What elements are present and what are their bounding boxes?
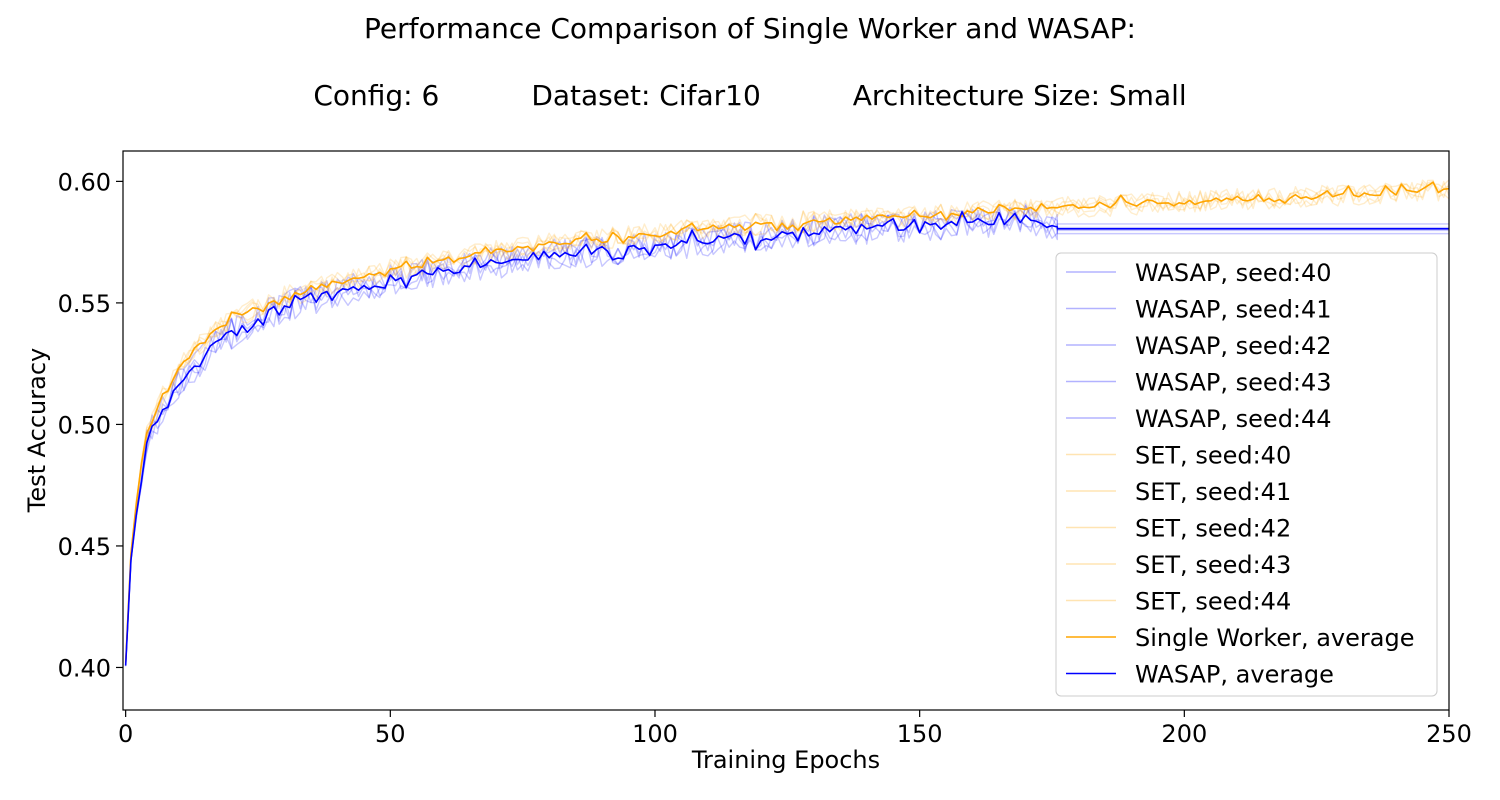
legend-label: SET, seed:44 xyxy=(1135,588,1291,616)
x-tick-label: 100 xyxy=(632,720,678,748)
y-tick-label: 0.45 xyxy=(58,533,111,561)
legend-label: WASAP, seed:41 xyxy=(1135,296,1332,324)
x-axis: 0 50 100 150 200 250 xyxy=(118,710,1472,748)
legend-label: SET, seed:41 xyxy=(1135,478,1291,506)
legend-label: SET, seed:40 xyxy=(1135,442,1291,470)
x-tick-label: 150 xyxy=(897,720,943,748)
legend-label: WASAP, seed:40 xyxy=(1135,259,1332,287)
legend-label: Single Worker, average xyxy=(1135,624,1414,652)
x-tick-label: 250 xyxy=(1426,720,1472,748)
chart-subtitle: Config: 6 Dataset: Cifar10 Architecture Si… xyxy=(0,79,1500,112)
y-axis: 0.40 0.45 0.50 0.55 0.60 xyxy=(58,168,123,682)
y-tick-label: 0.60 xyxy=(58,168,111,196)
plot-frame xyxy=(122,150,1450,711)
series-line-wasap-seed-43 xyxy=(124,203,1449,666)
legend-box xyxy=(1055,252,1438,697)
legend-label: WASAP, seed:42 xyxy=(1135,332,1332,360)
subtitle-dataset: Dataset: Cifar10 xyxy=(531,79,761,112)
legend-label: SET, seed:43 xyxy=(1135,551,1291,579)
x-tick-label: 200 xyxy=(1161,720,1207,748)
legend: WASAP, seed:40 WASAP, seed:41 WASAP, seed:… xyxy=(1055,252,1438,697)
series-line-wasap-average xyxy=(124,211,1449,666)
plot-lines xyxy=(124,179,1449,667)
series-line-wasap-seed-40 xyxy=(124,205,1449,667)
legend-label: WASAP, seed:44 xyxy=(1135,405,1332,433)
series-line-single-average xyxy=(124,181,1449,663)
x-tick-label: 50 xyxy=(375,720,406,748)
subtitle-architecture: Architecture Size: Small xyxy=(852,79,1187,112)
y-tick-label: 0.40 xyxy=(58,654,111,682)
chart-title: Performance Comparison of Single Worker … xyxy=(364,12,1136,45)
legend-label: WASAP, average xyxy=(1135,661,1334,689)
x-axis-label: Training Epochs xyxy=(691,746,880,774)
y-tick-label: 0.55 xyxy=(58,290,111,318)
series-line-wasap-seed-42 xyxy=(124,206,1449,666)
y-tick-label: 0.50 xyxy=(58,411,111,439)
series-line-wasap-seed-44 xyxy=(124,209,1449,665)
subtitle-config: Config: 6 xyxy=(313,79,440,112)
legend-label: WASAP, seed:43 xyxy=(1135,369,1332,397)
x-tick-label: 0 xyxy=(118,720,133,748)
legend-label: SET, seed:42 xyxy=(1135,515,1291,543)
y-axis-label: Test Accuracy xyxy=(23,348,51,513)
